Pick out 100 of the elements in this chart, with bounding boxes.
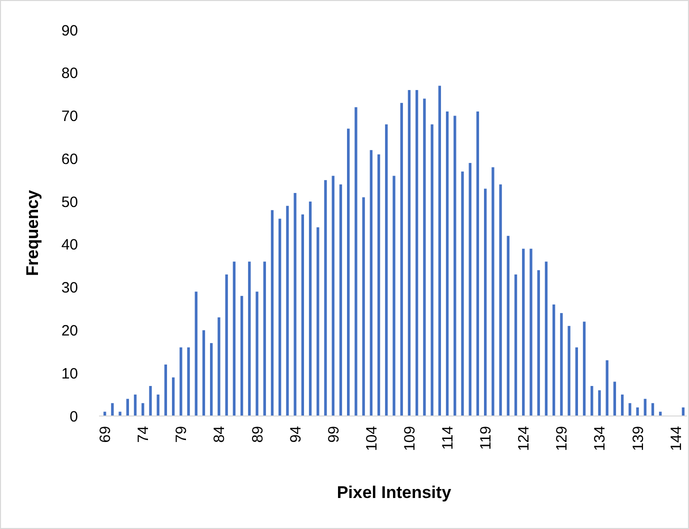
y-axis-title: Frequency	[23, 189, 42, 276]
bar	[598, 390, 601, 416]
bar	[324, 180, 327, 416]
y-tick-label: 60	[61, 150, 78, 168]
x-tick-label: 94	[287, 426, 304, 443]
bar	[134, 394, 137, 416]
bar	[606, 360, 608, 416]
bar	[347, 128, 350, 416]
bar	[644, 398, 646, 416]
bar	[270, 210, 274, 416]
bar	[385, 124, 388, 416]
bar	[111, 403, 114, 416]
bar	[454, 116, 456, 416]
x-tick-label: 119	[478, 426, 495, 450]
bar	[180, 347, 182, 416]
bar	[172, 377, 175, 416]
bar	[499, 184, 502, 416]
x-axis-title: Pixel Intensity	[336, 483, 452, 502]
bar	[537, 270, 540, 416]
bar	[506, 236, 510, 416]
bar	[636, 407, 639, 416]
x-tick-label: 74	[135, 426, 152, 443]
x-tick-label: 114	[440, 426, 457, 450]
bar	[362, 197, 365, 416]
bar	[628, 403, 632, 416]
bar	[225, 274, 228, 416]
bar	[484, 188, 487, 416]
x-tick-label: 84	[211, 426, 228, 443]
x-tick-label: 109	[401, 426, 418, 452]
bar	[613, 382, 616, 416]
bar	[316, 227, 320, 416]
x-tick-label: 129	[554, 426, 571, 452]
bar	[651, 403, 654, 416]
bar	[156, 394, 160, 416]
bar	[218, 317, 220, 416]
y-tick-label: 10	[61, 365, 78, 382]
x-tick-label: 124	[516, 426, 533, 452]
bar	[240, 296, 244, 416]
bar	[582, 322, 586, 416]
x-tick-label: 144	[668, 426, 685, 452]
bar	[408, 90, 411, 416]
y-tick-label: 30	[61, 280, 78, 297]
x-tick-label: 69	[97, 426, 114, 443]
y-tick-label: 90	[61, 22, 78, 40]
y-tick-label: 20	[61, 322, 78, 340]
y-tick-label: 50	[61, 194, 78, 211]
bar	[476, 111, 480, 416]
bar	[232, 262, 236, 416]
bar	[492, 167, 494, 416]
bar	[278, 218, 282, 416]
bar	[194, 292, 198, 416]
bar	[256, 292, 258, 416]
bar	[552, 304, 556, 416]
bar	[620, 394, 624, 416]
bar	[416, 90, 418, 416]
bar	[286, 206, 289, 416]
bar	[210, 343, 213, 416]
x-tick-label: 99	[325, 426, 342, 443]
bar	[164, 364, 168, 416]
bar	[332, 176, 334, 416]
x-tick-label: 89	[249, 426, 266, 443]
bar	[392, 176, 396, 416]
bar	[400, 102, 403, 416]
y-tick-label: 70	[61, 108, 78, 126]
bar	[294, 192, 296, 416]
bar	[423, 98, 426, 416]
bar	[339, 184, 342, 416]
x-tick-label: 104	[363, 426, 380, 452]
bar	[149, 386, 152, 416]
bar	[370, 150, 372, 416]
bar	[354, 107, 358, 416]
bar	[544, 262, 548, 416]
bar	[202, 330, 206, 416]
bar	[461, 172, 464, 416]
bar	[446, 111, 449, 416]
bar	[560, 313, 563, 416]
x-tick-label: 139	[630, 426, 647, 452]
y-tick-label: 0	[70, 408, 78, 426]
bar	[438, 86, 441, 416]
bar	[263, 262, 266, 416]
bar	[118, 412, 122, 416]
bar	[468, 162, 472, 416]
bar	[522, 248, 525, 416]
bar	[430, 124, 434, 416]
bar	[142, 403, 144, 416]
x-tick-label: 79	[173, 426, 190, 443]
bar	[301, 214, 304, 416]
bar	[248, 262, 251, 416]
bar	[126, 398, 129, 416]
bar	[575, 347, 578, 416]
y-tick-label: 40	[61, 236, 78, 254]
bar	[377, 154, 380, 416]
bar	[590, 386, 594, 416]
x-tick-label: 134	[592, 426, 609, 452]
bar	[568, 326, 570, 416]
y-tick-label: 80	[61, 65, 78, 82]
bar	[187, 347, 190, 416]
bar	[514, 274, 518, 416]
bar	[530, 248, 532, 416]
bar	[308, 202, 312, 416]
